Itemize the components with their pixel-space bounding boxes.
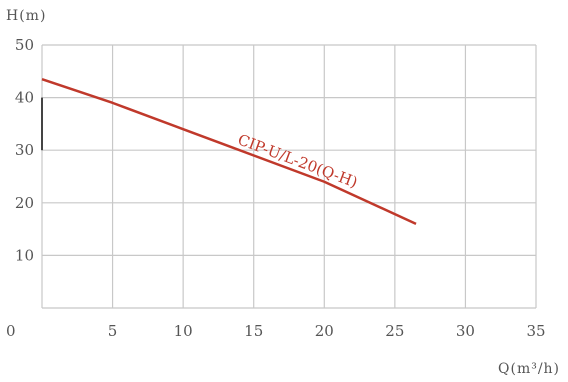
- y-tick-label: 30: [15, 141, 34, 159]
- x-tick-label: 0: [6, 322, 16, 340]
- series-line-path: [41, 78, 417, 225]
- x-tick-label: 35: [526, 322, 545, 340]
- x-axis-title: Q(m³/h): [498, 361, 560, 377]
- x-tick-label: 25: [385, 322, 404, 340]
- x-tick-label: 5: [108, 322, 118, 340]
- y-tick-label: 10: [15, 246, 34, 264]
- y-axis-title: H(m): [6, 8, 46, 24]
- grid: [41, 44, 537, 309]
- x-tick-labels: 0 5 10 15 20 25 30 35: [6, 322, 546, 340]
- x-tick-label: 15: [244, 322, 263, 340]
- series-line: [41, 78, 417, 225]
- x-tick-label: 30: [456, 322, 475, 340]
- y-tick-label: 20: [15, 194, 34, 212]
- y-tick-labels: 10 20 30 40 50: [15, 36, 34, 264]
- y-tick-label: 40: [15, 89, 34, 107]
- y-tick-label: 50: [15, 36, 34, 54]
- x-tick-label: 10: [174, 322, 193, 340]
- x-tick-label: 20: [315, 322, 334, 340]
